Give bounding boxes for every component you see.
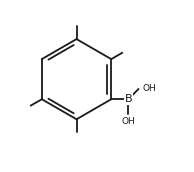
Text: B: B: [125, 94, 132, 104]
Text: OH: OH: [122, 117, 136, 126]
Text: OH: OH: [142, 84, 156, 93]
